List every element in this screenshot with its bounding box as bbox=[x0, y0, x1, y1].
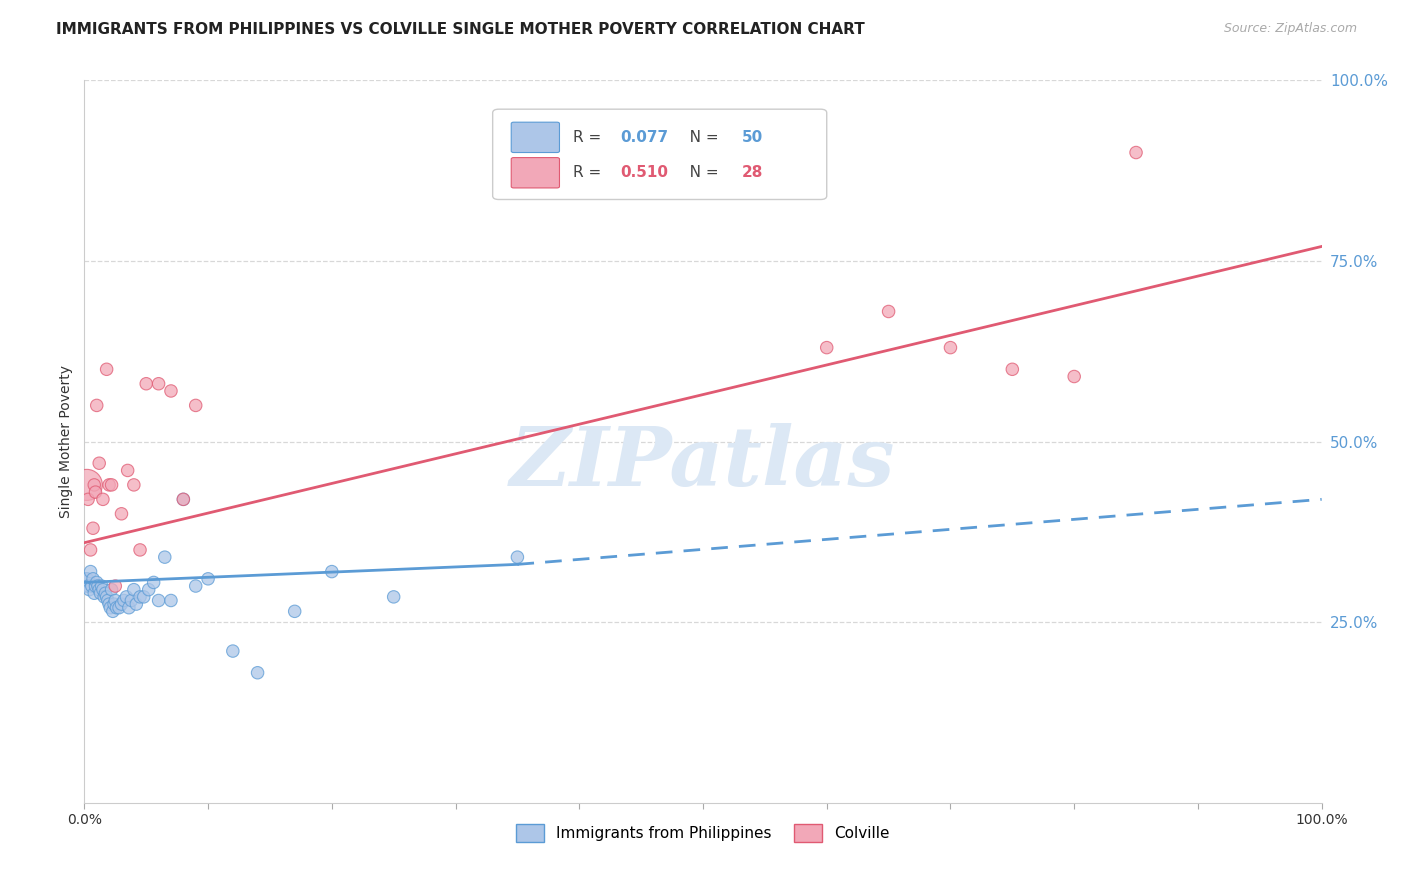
Point bbox=[80, 579, 103, 593]
Point bbox=[101, 604, 124, 618]
Point bbox=[122, 582, 145, 597]
Point bbox=[115, 590, 138, 604]
FancyBboxPatch shape bbox=[512, 122, 560, 153]
Text: Source: ZipAtlas.com: Source: ZipAtlas.com bbox=[1223, 22, 1357, 36]
Point bbox=[100, 582, 122, 597]
Point bbox=[79, 542, 101, 557]
Point bbox=[246, 665, 269, 680]
Point bbox=[97, 593, 120, 607]
Text: R =: R = bbox=[574, 165, 606, 180]
Point bbox=[91, 582, 114, 597]
FancyBboxPatch shape bbox=[512, 158, 560, 188]
Text: 50: 50 bbox=[741, 130, 762, 145]
Point bbox=[89, 586, 111, 600]
Point bbox=[148, 593, 170, 607]
Point bbox=[84, 485, 107, 500]
Point bbox=[83, 478, 105, 492]
Point bbox=[105, 600, 128, 615]
Point bbox=[98, 478, 121, 492]
Text: N =: N = bbox=[675, 165, 723, 180]
Point bbox=[148, 376, 170, 391]
Point bbox=[142, 575, 165, 590]
Point bbox=[118, 600, 141, 615]
Legend: Immigrants from Philippines, Colville: Immigrants from Philippines, Colville bbox=[509, 816, 897, 849]
Text: 0.077: 0.077 bbox=[620, 130, 668, 145]
Point bbox=[939, 341, 962, 355]
Point bbox=[86, 575, 108, 590]
Point bbox=[112, 593, 135, 607]
Point bbox=[172, 492, 194, 507]
Point bbox=[77, 492, 100, 507]
Point bbox=[153, 550, 176, 565]
Point bbox=[197, 572, 219, 586]
Text: 28: 28 bbox=[741, 165, 762, 180]
Point bbox=[506, 550, 529, 565]
Point bbox=[1125, 145, 1147, 160]
Point bbox=[94, 586, 117, 600]
Point bbox=[135, 376, 157, 391]
Text: R =: R = bbox=[574, 130, 606, 145]
Point bbox=[110, 597, 132, 611]
Point bbox=[117, 463, 139, 477]
Point bbox=[172, 492, 194, 507]
Point bbox=[160, 384, 183, 398]
Point bbox=[82, 521, 104, 535]
Point bbox=[96, 362, 118, 376]
Point bbox=[83, 586, 105, 600]
Point bbox=[184, 579, 207, 593]
Point bbox=[129, 590, 152, 604]
Point bbox=[1001, 362, 1024, 376]
Point bbox=[75, 575, 97, 590]
Point bbox=[132, 590, 155, 604]
Point bbox=[120, 593, 142, 607]
Point bbox=[89, 582, 111, 597]
Point bbox=[877, 304, 900, 318]
Point bbox=[79, 565, 101, 579]
Point bbox=[284, 604, 307, 618]
Text: N =: N = bbox=[675, 130, 723, 145]
Point bbox=[382, 590, 405, 604]
Point bbox=[90, 579, 112, 593]
Point bbox=[76, 572, 98, 586]
Point bbox=[91, 492, 114, 507]
Text: IMMIGRANTS FROM PHILIPPINES VS COLVILLE SINGLE MOTHER POVERTY CORRELATION CHART: IMMIGRANTS FROM PHILIPPINES VS COLVILLE … bbox=[56, 22, 865, 37]
Point bbox=[222, 644, 245, 658]
Point bbox=[93, 590, 115, 604]
Y-axis label: Single Mother Poverty: Single Mother Poverty bbox=[59, 365, 73, 518]
Point bbox=[104, 593, 127, 607]
Point bbox=[87, 579, 110, 593]
Point bbox=[125, 597, 148, 611]
Point bbox=[815, 341, 838, 355]
Point bbox=[122, 478, 145, 492]
Point bbox=[138, 582, 160, 597]
Point bbox=[1063, 369, 1085, 384]
Point bbox=[108, 600, 131, 615]
Point bbox=[86, 398, 108, 412]
Point bbox=[129, 542, 152, 557]
Point bbox=[103, 597, 125, 611]
Point bbox=[98, 600, 121, 615]
Point bbox=[160, 593, 183, 607]
Point bbox=[98, 597, 121, 611]
Point bbox=[96, 590, 118, 604]
Point bbox=[100, 478, 122, 492]
Point bbox=[89, 456, 111, 470]
Point bbox=[184, 398, 207, 412]
Text: 0.510: 0.510 bbox=[620, 165, 668, 180]
Text: ZIPatlas: ZIPatlas bbox=[510, 423, 896, 503]
Point bbox=[321, 565, 343, 579]
Point bbox=[84, 579, 107, 593]
FancyBboxPatch shape bbox=[492, 109, 827, 200]
Point bbox=[82, 572, 104, 586]
Point bbox=[77, 579, 100, 593]
Point bbox=[79, 582, 101, 597]
Point bbox=[110, 507, 132, 521]
Point bbox=[76, 478, 98, 492]
Point bbox=[104, 579, 127, 593]
